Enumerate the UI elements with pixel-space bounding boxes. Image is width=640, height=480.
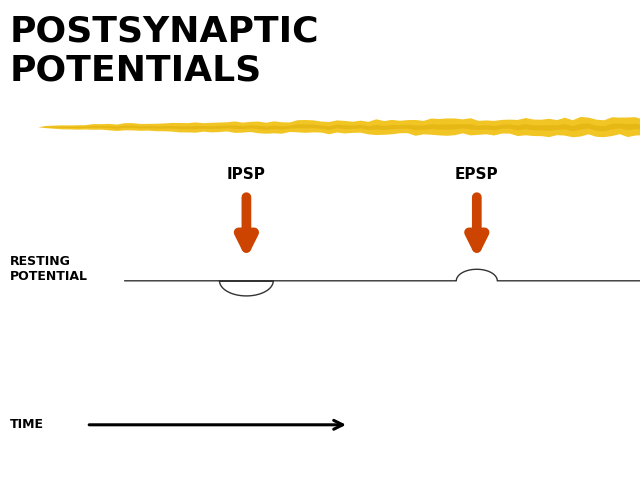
Text: EPSP: EPSP [455, 168, 499, 182]
Text: POSTSYNAPTIC
POTENTIALS: POSTSYNAPTIC POTENTIALS [10, 14, 319, 88]
Text: RESTING
POTENTIAL: RESTING POTENTIAL [10, 255, 88, 283]
Polygon shape [38, 117, 640, 137]
Text: TIME: TIME [10, 418, 44, 432]
Text: IPSP: IPSP [227, 168, 266, 182]
Polygon shape [38, 123, 640, 132]
